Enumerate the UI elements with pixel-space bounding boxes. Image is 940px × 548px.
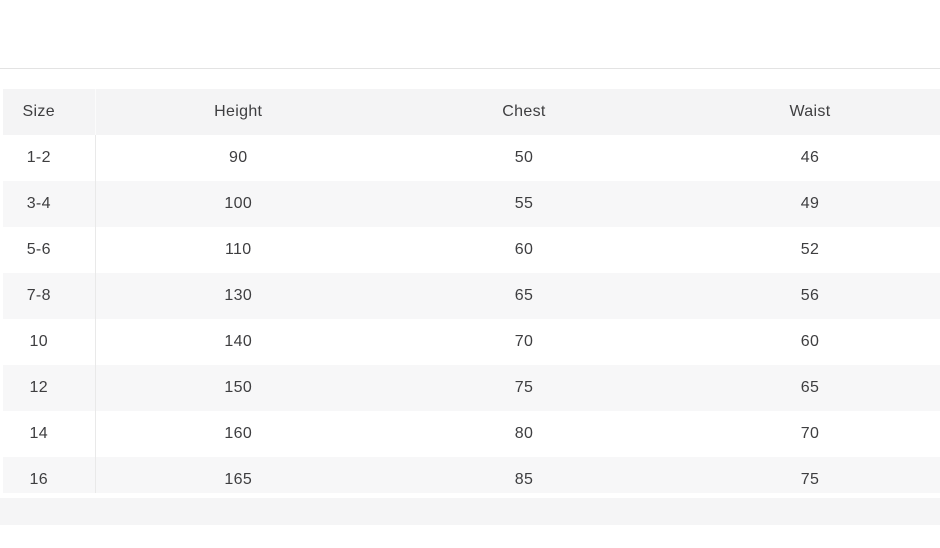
value-cell: 140 (224, 333, 253, 350)
table-row: 16 165 85 75 (3, 457, 940, 493)
value-cell: 80 (514, 425, 534, 442)
value-cell: 70 (514, 333, 534, 350)
top-divider-line (0, 68, 940, 69)
size-chart-table: Size Height Chest Waist 1-2 90 50 46 3-4 100 55 49… (3, 89, 940, 493)
table-row: 1-2 90 50 46 (3, 135, 940, 181)
table-row: 14 160 80 70 (3, 411, 940, 457)
table-row: 7-8 130 65 56 (3, 273, 940, 319)
value-cell: 70 (800, 425, 820, 442)
size-cell: 1-2 (3, 135, 96, 181)
value-cell: 46 (800, 149, 820, 166)
value-cell: 100 (95, 181, 381, 227)
column-header-waist: Waist (667, 89, 940, 135)
size-cell: 12 (3, 365, 96, 411)
value-cell: 110 (225, 241, 252, 258)
size-chart-container: Size Height Chest Waist 1-2 90 50 46 3-4 100 55 49… (3, 89, 940, 493)
table-row: 12 150 75 65 (3, 365, 940, 411)
table-row: 3-4 100 55 49 (3, 181, 940, 227)
value-cell: 50 (514, 149, 534, 166)
footer-strip (0, 498, 940, 525)
value-cell: 75 (381, 365, 667, 411)
value-cell: 165 (95, 457, 381, 493)
size-cell: 7-8 (3, 273, 96, 319)
value-cell: 52 (800, 241, 820, 258)
value-cell: 160 (224, 425, 253, 442)
table-row: 5-6 110 60 52 (3, 227, 940, 273)
value-cell: 55 (381, 181, 667, 227)
header-row: Size Height Chest Waist (3, 89, 940, 135)
size-cell: 5-6 (3, 227, 96, 273)
value-cell: 85 (381, 457, 667, 493)
column-header-height: Height (95, 89, 381, 135)
value-cell: 56 (667, 273, 940, 319)
value-cell: 75 (667, 457, 940, 493)
size-table-head: Size Height Chest Waist (3, 89, 940, 135)
size-cell: 10 (3, 319, 96, 365)
size-cell: 14 (3, 411, 96, 457)
value-cell: 150 (95, 365, 381, 411)
table-row: 10 140 70 60 (3, 319, 940, 365)
column-header-chest: Chest (381, 89, 667, 135)
size-cell: 3-4 (3, 181, 96, 227)
value-cell: 90 (229, 149, 248, 166)
value-cell: 65 (667, 365, 940, 411)
value-cell: 60 (514, 241, 534, 258)
size-table-body: 1-2 90 50 46 3-4 100 55 49 5-6 110 60 52 7-8 130 65 56 1… (3, 135, 940, 493)
size-cell: 16 (3, 457, 96, 493)
value-cell: 65 (381, 273, 667, 319)
column-header-size: Size (3, 89, 96, 135)
value-cell: 49 (667, 181, 940, 227)
value-cell: 130 (95, 273, 381, 319)
value-cell: 60 (800, 333, 820, 350)
